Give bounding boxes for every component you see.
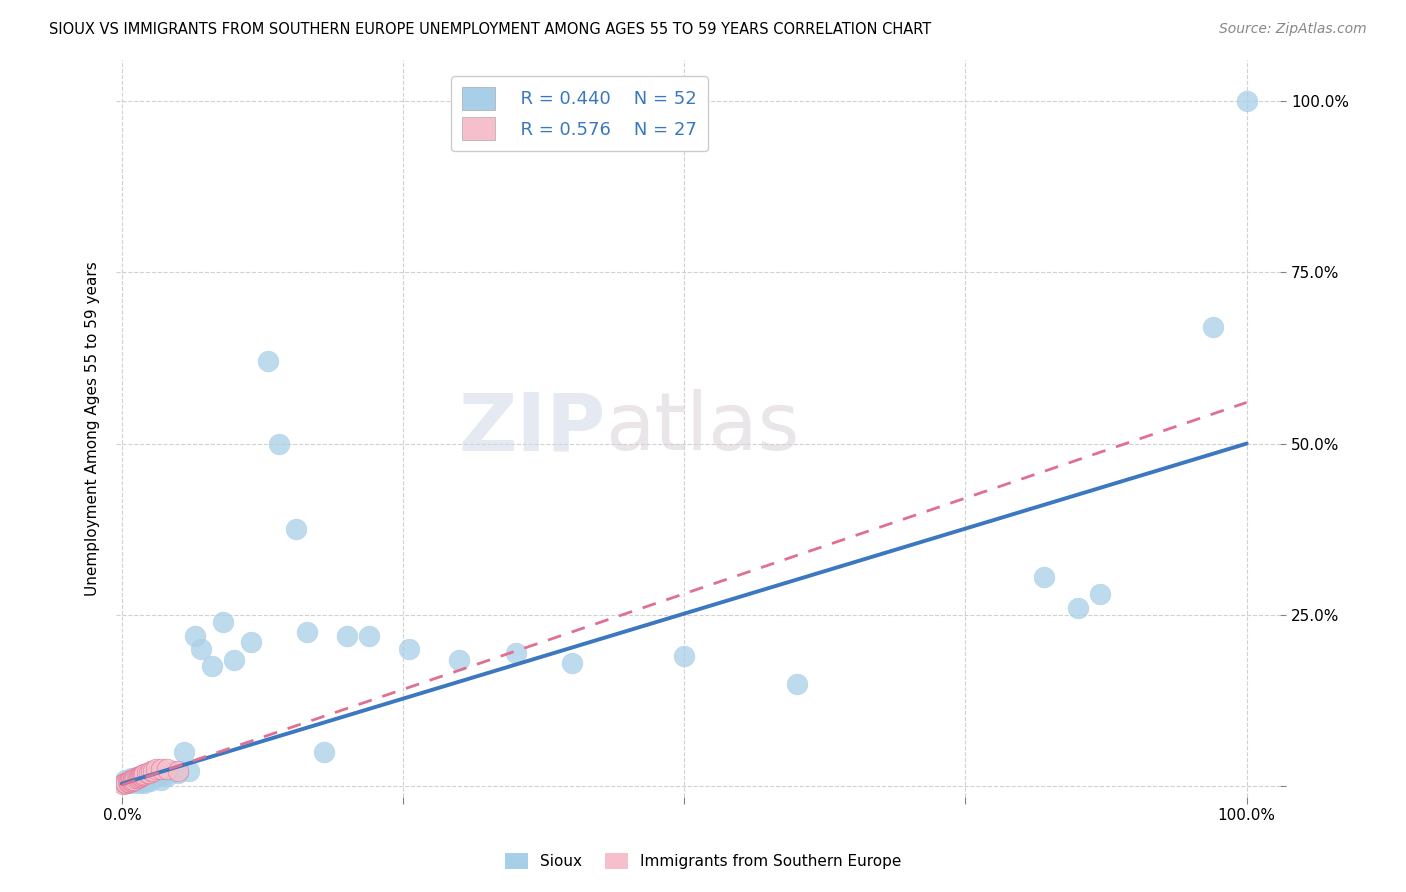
Point — [212, 615, 235, 629]
Point — [156, 769, 179, 783]
Point — [138, 771, 160, 785]
Point — [314, 745, 336, 759]
Point — [146, 769, 169, 783]
Point — [118, 773, 141, 788]
Point — [121, 773, 143, 788]
Point — [124, 771, 146, 785]
Point — [122, 772, 145, 787]
Point — [134, 767, 156, 781]
Point — [117, 776, 139, 790]
Point — [297, 625, 319, 640]
Text: Source: ZipAtlas.com: Source: ZipAtlas.com — [1219, 22, 1367, 37]
Point — [139, 773, 162, 788]
Point — [167, 764, 190, 779]
Point — [145, 762, 167, 776]
Point — [125, 773, 148, 788]
Point — [138, 765, 160, 780]
Point — [132, 771, 155, 785]
Point — [257, 354, 280, 368]
Point — [122, 772, 145, 787]
Point — [132, 768, 155, 782]
Point — [224, 652, 246, 666]
Point — [150, 762, 173, 776]
Point — [128, 776, 150, 790]
Y-axis label: Unemployment Among Ages 55 to 59 years: Unemployment Among Ages 55 to 59 years — [86, 260, 100, 596]
Point — [1033, 570, 1056, 584]
Legend:   R = 0.440    N = 52,   R = 0.576    N = 27: R = 0.440 N = 52, R = 0.576 N = 27 — [451, 76, 707, 152]
Point — [201, 659, 224, 673]
Point — [129, 769, 152, 783]
Point — [285, 522, 308, 536]
Point — [269, 436, 291, 450]
Point — [111, 777, 134, 791]
Point — [115, 776, 138, 790]
Point — [398, 642, 420, 657]
Point — [150, 772, 173, 787]
Point — [167, 765, 190, 780]
Point — [139, 764, 162, 779]
Point — [561, 656, 583, 670]
Point — [127, 771, 149, 785]
Point — [240, 635, 263, 649]
Point — [179, 764, 201, 778]
Point — [135, 765, 157, 780]
Point — [142, 764, 165, 779]
Point — [131, 768, 153, 782]
Point — [125, 771, 148, 785]
Legend: Sioux, Immigrants from Southern Europe: Sioux, Immigrants from Southern Europe — [499, 847, 907, 875]
Point — [117, 774, 139, 789]
Point — [1236, 94, 1258, 108]
Point — [145, 764, 167, 779]
Point — [128, 772, 150, 787]
Point — [673, 649, 696, 664]
Point — [112, 776, 135, 790]
Point — [114, 772, 136, 787]
Point — [359, 628, 381, 642]
Point — [156, 762, 179, 776]
Point — [449, 652, 471, 666]
Point — [128, 770, 150, 784]
Point — [786, 676, 808, 690]
Point — [134, 773, 156, 788]
Point — [120, 771, 142, 785]
Point — [1090, 587, 1112, 601]
Point — [117, 774, 139, 789]
Point — [131, 772, 153, 787]
Point — [505, 646, 527, 660]
Point — [124, 771, 146, 785]
Point — [190, 642, 212, 657]
Point — [134, 776, 156, 790]
Point — [141, 767, 163, 781]
Point — [184, 628, 207, 642]
Point — [118, 773, 141, 788]
Point — [128, 769, 150, 783]
Point — [162, 764, 184, 779]
Point — [120, 772, 142, 787]
Point — [121, 776, 143, 790]
Point — [1067, 601, 1090, 615]
Text: atlas: atlas — [605, 389, 800, 467]
Point — [173, 745, 195, 759]
Text: ZIP: ZIP — [458, 389, 605, 467]
Point — [336, 628, 359, 642]
Point — [1202, 320, 1225, 334]
Point — [114, 776, 136, 790]
Text: SIOUX VS IMMIGRANTS FROM SOUTHERN EUROPE UNEMPLOYMENT AMONG AGES 55 TO 59 YEARS : SIOUX VS IMMIGRANTS FROM SOUTHERN EUROPE… — [49, 22, 931, 37]
Point — [122, 772, 145, 787]
Point — [135, 772, 157, 787]
Point — [122, 772, 145, 787]
